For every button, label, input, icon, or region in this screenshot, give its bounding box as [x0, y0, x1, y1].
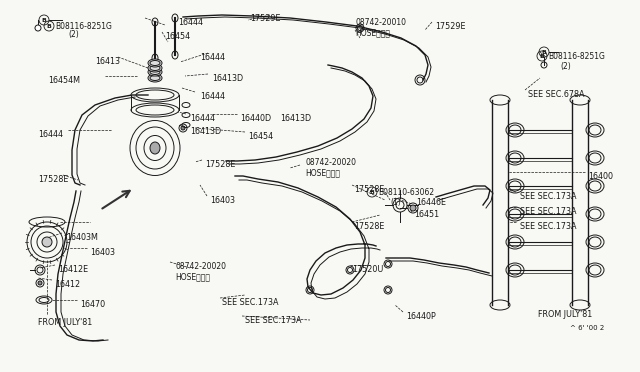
Circle shape: [38, 281, 42, 285]
Text: 17520U: 17520U: [352, 265, 383, 274]
Text: (2): (2): [68, 30, 79, 39]
Text: 17528E: 17528E: [354, 185, 385, 194]
Text: 16440P: 16440P: [406, 312, 436, 321]
Ellipse shape: [148, 59, 162, 67]
Text: HOSEホース: HOSEホース: [305, 168, 340, 177]
Text: 16454M: 16454M: [48, 76, 80, 85]
Text: B: B: [540, 54, 545, 58]
Text: 17529E: 17529E: [435, 22, 465, 31]
Text: SEE SEC.173A: SEE SEC.173A: [245, 316, 301, 325]
Text: 16403: 16403: [90, 248, 115, 257]
Ellipse shape: [148, 74, 162, 82]
Text: 16444: 16444: [190, 114, 215, 123]
Text: 08742-20020: 08742-20020: [175, 262, 226, 271]
Text: SEE SEC.173A: SEE SEC.173A: [520, 222, 577, 231]
Text: 16413: 16413: [95, 57, 120, 66]
Text: 17529E: 17529E: [250, 14, 280, 23]
Text: 16444: 16444: [200, 53, 225, 62]
Text: B: B: [369, 189, 374, 195]
Text: (1): (1): [390, 198, 401, 207]
Text: 17528E: 17528E: [205, 160, 236, 169]
Text: 16470: 16470: [80, 300, 105, 309]
Text: 16440D: 16440D: [240, 114, 271, 123]
Text: 08742-20010: 08742-20010: [355, 18, 406, 27]
Text: 16446E: 16446E: [416, 198, 446, 207]
Text: 16444: 16444: [200, 92, 225, 101]
Ellipse shape: [148, 68, 162, 76]
Text: 16400: 16400: [588, 172, 613, 181]
Ellipse shape: [150, 142, 160, 154]
Text: SEE SEC.173A: SEE SEC.173A: [520, 207, 577, 216]
Text: 16454: 16454: [248, 132, 273, 141]
Text: 16444: 16444: [38, 130, 63, 139]
Text: FROM JULY'81: FROM JULY'81: [38, 318, 92, 327]
Circle shape: [410, 205, 416, 211]
Text: SEE SEC.173A: SEE SEC.173A: [520, 192, 577, 201]
Text: 16454: 16454: [165, 32, 190, 41]
Text: B: B: [42, 17, 47, 22]
Text: 16412E: 16412E: [58, 265, 88, 274]
Text: 17528E: 17528E: [354, 222, 385, 231]
Text: HOSEホース: HOSEホース: [355, 28, 390, 37]
Circle shape: [181, 126, 185, 130]
Text: B08110-63062: B08110-63062: [378, 188, 434, 197]
Text: B08116-8251G: B08116-8251G: [548, 52, 605, 61]
Text: 16413D: 16413D: [280, 114, 311, 123]
Text: 16413D: 16413D: [212, 74, 243, 83]
Text: 17528E: 17528E: [38, 175, 68, 184]
Text: SEE SEC.173A: SEE SEC.173A: [222, 298, 278, 307]
Text: 16451: 16451: [414, 210, 439, 219]
Text: 16413D: 16413D: [190, 127, 221, 136]
Text: 16403: 16403: [210, 196, 235, 205]
Text: (2): (2): [560, 62, 571, 71]
Text: B08116-8251G: B08116-8251G: [55, 22, 112, 31]
Text: B: B: [47, 23, 51, 29]
Ellipse shape: [148, 64, 162, 72]
Text: B: B: [541, 49, 547, 55]
Text: 08742-20020: 08742-20020: [305, 158, 356, 167]
Text: ^ 6' '00 2: ^ 6' '00 2: [570, 325, 604, 331]
Text: HOSEホース: HOSEホース: [175, 272, 210, 281]
Circle shape: [35, 25, 41, 31]
Text: 16444: 16444: [178, 18, 203, 27]
Text: SEE SEC.678A: SEE SEC.678A: [528, 90, 584, 99]
Text: FROM JULY'81: FROM JULY'81: [538, 310, 592, 319]
Text: 16412: 16412: [55, 280, 80, 289]
Ellipse shape: [42, 237, 52, 247]
Text: 16403M: 16403M: [66, 233, 98, 242]
